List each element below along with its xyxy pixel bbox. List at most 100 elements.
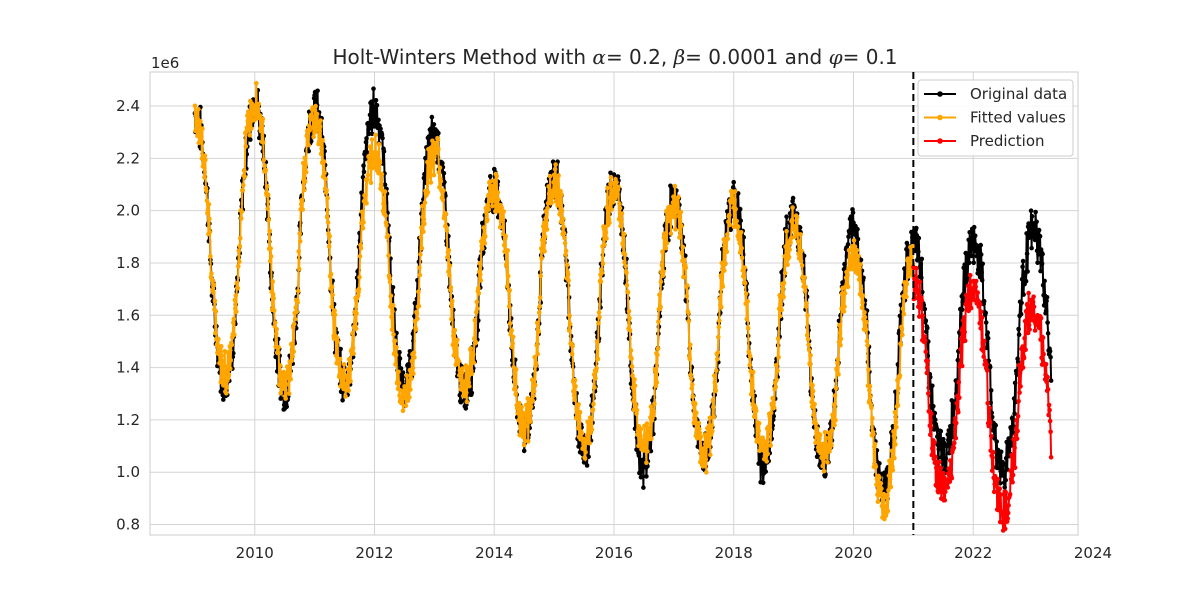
data-point [418,235,424,240]
data-point [604,205,610,210]
data-point [529,377,535,383]
data-point [234,280,240,286]
data-point [200,126,205,131]
data-point [670,200,676,205]
data-point [387,279,393,285]
data-point [421,216,427,222]
data-point [794,218,799,223]
data-point [778,302,783,307]
data-point [261,157,267,163]
data-point [367,144,373,149]
data-point [852,232,858,237]
data-point [972,233,978,238]
x-tick-label: 2014 [475,544,513,562]
data-point [273,331,279,337]
data-point [942,497,948,503]
data-point [1034,248,1040,254]
data-point [895,403,901,408]
data-point [869,405,874,411]
data-point [919,298,925,303]
data-point [561,231,567,236]
data-point [771,414,776,419]
x-tick-label: 2020 [834,544,872,562]
data-point [532,383,538,388]
data-point [794,214,800,220]
data-point [323,176,328,182]
data-point [771,400,776,406]
data-point [570,343,575,349]
data-point [923,349,929,355]
data-point [572,377,578,383]
data-point [291,349,297,354]
data-point [701,446,706,451]
data-point [543,216,548,221]
data-point [544,227,550,232]
data-point [477,261,483,266]
data-point [648,448,654,454]
data-point [620,242,626,248]
data-point [792,224,798,229]
data-point [521,442,527,448]
data-point [396,369,401,375]
data-point [714,368,719,373]
data-point [617,205,623,211]
data-point [528,419,533,424]
data-point [495,197,501,202]
data-point [412,355,417,360]
data-point [696,420,702,426]
data-point [790,195,796,201]
data-point [803,284,808,290]
data-point [963,301,968,307]
data-point [919,256,925,262]
data-point [350,331,355,336]
data-point [690,382,695,388]
data-point [376,117,381,123]
data-point [719,260,725,266]
data-point [571,388,576,394]
data-point [736,237,741,242]
data-point [531,388,537,394]
data-point [469,390,475,396]
data-point [900,306,906,312]
data-point [409,358,415,364]
data-point [655,346,661,352]
data-point [603,230,609,235]
data-point [512,376,517,381]
data-point [644,460,649,466]
data-point [334,335,340,341]
data-point [981,338,987,344]
data-point [369,161,374,166]
data-point [624,283,630,288]
data-point [198,119,203,124]
data-point [536,329,541,334]
data-point [720,284,726,289]
data-point [372,112,377,117]
data-point [472,318,478,323]
data-point [1019,300,1024,306]
data-point [1018,384,1023,389]
data-point [375,150,381,156]
data-point [224,385,230,390]
data-point [357,274,362,280]
data-point [197,138,203,144]
data-point [974,253,979,259]
data-point [688,342,693,348]
data-point [566,328,572,333]
data-point [328,271,334,277]
data-point [464,390,469,396]
data-point [747,354,753,359]
data-point [239,209,245,214]
data-point [288,341,294,347]
data-point [708,452,713,458]
data-point [623,263,628,269]
data-point [1015,428,1020,434]
data-point [1030,313,1035,319]
data-point [742,265,747,271]
data-point [260,116,266,122]
data-point [356,286,362,292]
data-point [861,275,866,281]
data-point [930,383,935,389]
data-point [1035,260,1040,266]
data-point [715,356,720,362]
data-point [408,387,413,392]
